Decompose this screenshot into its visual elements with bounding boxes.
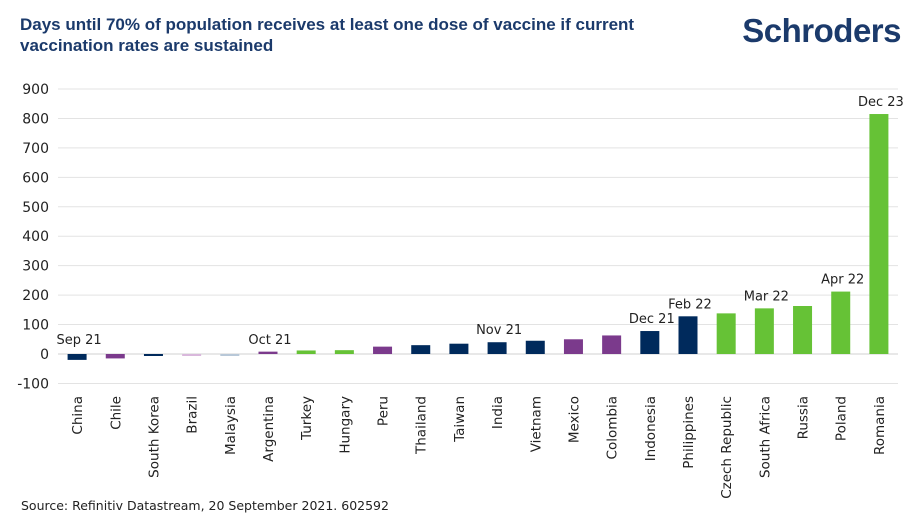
bar (869, 114, 889, 355)
bar (754, 308, 774, 354)
x-tick-label: South Korea (146, 396, 162, 478)
schroders-logo: Schroders (742, 12, 901, 49)
bar (563, 339, 583, 354)
x-tick-label: Taiwan (452, 396, 468, 443)
x-tick-label: Philippines (681, 396, 697, 469)
y-tick-label: 800 (22, 111, 49, 127)
bar (143, 354, 163, 356)
y-tick-label: 0 (40, 347, 49, 363)
x-tick-label: Romania (872, 396, 888, 455)
y-tick-label: 400 (22, 229, 49, 245)
data-label: Sep 21 (56, 333, 101, 348)
bar (220, 354, 240, 356)
gridlines (58, 88, 898, 384)
y-tick-label: 300 (22, 259, 49, 275)
data-label: Feb 22 (668, 297, 712, 312)
y-tick-label: 500 (22, 200, 49, 216)
bars (67, 114, 889, 360)
data-label: Apr 22 (821, 273, 864, 288)
x-tick-label: Colombia (605, 396, 621, 459)
bar (258, 351, 278, 354)
x-tick-label: Mexico (566, 396, 582, 443)
x-tick-label: Peru (376, 396, 392, 426)
x-axis: China Chile South Korea Brazil Malaysia Argen… (70, 396, 888, 499)
x-tick-label: Brazil (185, 396, 201, 434)
bar (716, 313, 736, 354)
y-tick-label: 700 (22, 141, 49, 157)
data-label: Mar 22 (744, 289, 789, 304)
x-tick-label: India (490, 396, 506, 429)
x-tick-label: Malaysia (223, 396, 239, 455)
x-tick-label: Thailand (414, 396, 430, 455)
bar (793, 306, 813, 354)
y-axis: -100 0 100 200 300 400 500 600 700 800 900 (17, 82, 49, 392)
bar (296, 350, 316, 354)
data-label: Dec 21 (629, 312, 675, 327)
bar (525, 340, 545, 354)
x-tick-label: Vietnam (528, 396, 544, 452)
data-label: Nov 21 (476, 323, 522, 338)
bar (105, 354, 125, 359)
bar (182, 354, 202, 356)
bar (334, 350, 354, 354)
x-tick-label: Poland (834, 396, 850, 441)
bar (449, 343, 469, 354)
bar (678, 316, 698, 354)
x-tick-label: Czech Republic (719, 396, 735, 499)
x-tick-label: Indonesia (643, 396, 659, 461)
chart-title: Days until 70% of population receives at… (20, 15, 635, 55)
x-tick-label: Argentina (261, 396, 277, 462)
y-tick-label: -100 (17, 376, 49, 392)
bar (640, 331, 660, 354)
bar (831, 291, 851, 354)
bar (67, 354, 87, 360)
data-label: Dec 23 (858, 95, 904, 110)
y-tick-label: 100 (22, 318, 49, 334)
x-tick-label: Russia (796, 396, 812, 439)
x-tick-label: Chile (108, 396, 124, 430)
x-tick-label: China (70, 396, 86, 435)
y-tick-label: 600 (22, 170, 49, 186)
x-tick-label: Hungary (337, 396, 353, 454)
bar (373, 346, 393, 354)
bar (602, 335, 622, 354)
source-note: Source: Refinitiv Datastream, 20 Septemb… (21, 498, 389, 513)
data-label: Oct 21 (248, 333, 291, 348)
y-tick-label: 900 (22, 82, 49, 98)
bar (487, 342, 507, 354)
x-tick-label: Turkey (299, 396, 315, 441)
y-tick-label: 200 (22, 288, 49, 304)
x-tick-label: South Africa (757, 396, 773, 478)
bar (411, 345, 431, 354)
